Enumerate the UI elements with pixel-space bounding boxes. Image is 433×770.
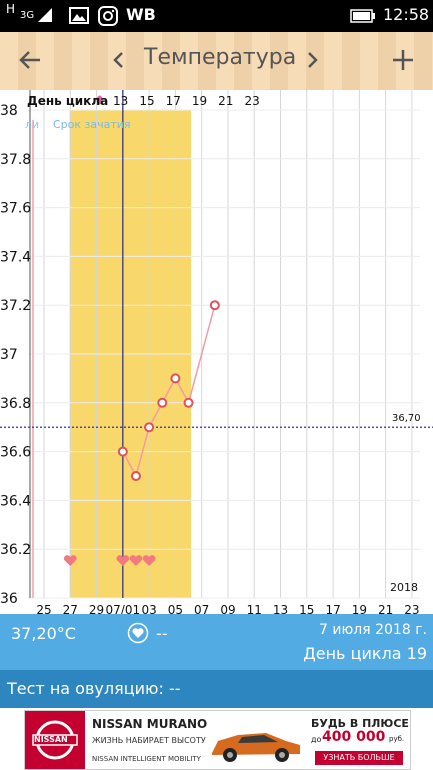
ovulation-test-row[interactable]: Тест на овуляцию: -- (0, 670, 433, 708)
y-tick-label: 36.8 (0, 396, 31, 412)
x-tick-label: 23 (404, 603, 419, 615)
temperature-chart[interactable]: 36 36.2 36.4 36.6 36.8 37 37.2 37.4 37.6 37.8 38 2… (0, 90, 433, 617)
ad-offer-amount: 400 000 (322, 729, 386, 745)
y-tick-label: 37.8 (0, 152, 31, 168)
nissan-logo-block: NISSAN (25, 711, 85, 769)
y-tick-label: 36.6 (0, 445, 31, 461)
coverline-label: 36,70 (392, 413, 421, 424)
nissan-logo-text: NISSAN (34, 735, 68, 744)
x-tick-label: 27 (63, 603, 78, 615)
ad-cta-button[interactable]: УЗНАТЬ БОЛЬШЕ (315, 751, 403, 765)
x-tick-label: 11 (247, 603, 262, 615)
app-notification-label: WB (126, 5, 156, 24)
temperature-point[interactable] (144, 422, 155, 433)
x-tick-label: 19 (352, 603, 367, 615)
ad-offer-unit: руб. (389, 735, 405, 743)
clock: 12:58 (383, 5, 430, 24)
instagram-icon (98, 6, 118, 26)
temperature-point[interactable] (183, 397, 194, 408)
x-tick-label: 17 (325, 603, 340, 615)
signal-icon (38, 8, 52, 22)
temperature-point[interactable] (117, 446, 128, 457)
status-bar: H 3G WB 12:58 (0, 0, 433, 32)
temperature-value: 37,20°C (11, 624, 76, 643)
cycle-day-tick-label: 23 (244, 94, 259, 108)
cycle-day-value: День цикла 19 (303, 644, 427, 663)
heart-icon (63, 555, 77, 566)
x-tick-label: 13 (273, 603, 288, 615)
temperature-point[interactable] (170, 373, 181, 384)
x-tick-label: 03 (141, 603, 156, 615)
y-tick-label: 36 (0, 591, 18, 607)
heart-icon (129, 555, 143, 566)
heart-circle-icon (127, 622, 149, 644)
cycle-day-tick-label: 17 (166, 94, 181, 108)
y-tick-label: 36.4 (0, 493, 31, 509)
temperature-point[interactable] (209, 300, 220, 311)
y-tick-label: 38 (0, 103, 18, 119)
chart-canvas: 36 36.2 36.4 36.6 36.8 37 37.2 37.4 37.6 37.8 38 2… (0, 90, 433, 617)
period-drop-icon (96, 95, 103, 105)
cycle-day-header: День цикла (27, 94, 108, 108)
ovulation-test-label: Тест на овуляцию: -- (7, 679, 181, 698)
ad-model: NISSAN MURANO (92, 717, 208, 731)
x-tick-label: 05 (168, 603, 183, 615)
x-tick-label: 21 (378, 603, 393, 615)
chevron-right-icon[interactable] (307, 51, 319, 69)
cycle-day-tick-label: 13 (113, 94, 128, 108)
heart-icon (142, 555, 156, 566)
x-tick-label: 09 (220, 603, 235, 615)
cycle-day-tick-label: 19 (192, 94, 207, 108)
y-tick-label: 37.4 (0, 249, 31, 265)
network-label: 3G (20, 10, 35, 21)
selected-date: 7 июля 2018 г. (319, 622, 427, 638)
temperature-point[interactable] (130, 471, 141, 481)
heart-value: -- (156, 624, 168, 643)
ad-offer-prefix: до (311, 735, 322, 744)
fertile-prefix-label: ли (25, 118, 39, 131)
nissan-logo-icon (32, 720, 78, 760)
year-label: 2018 (390, 581, 418, 594)
heart-icon (116, 555, 130, 566)
cycle-day-tick-label: 15 (139, 94, 154, 108)
page-title: Температура (144, 45, 297, 70)
day-info-bar[interactable]: 37,20°C -- 7 июля 2018 г. День цикла 19 (0, 614, 433, 670)
ad-banner[interactable]: NISSAN NISSAN MURANO ЖИЗНЬ НАБИРАЕТ ВЫСО… (24, 710, 411, 770)
ad-slogan: ЖИЗНЬ НАБИРАЕТ ВЫСОТУ (92, 736, 206, 745)
temperature-point[interactable] (157, 397, 168, 408)
chevron-left-icon[interactable] (112, 51, 124, 69)
ad-footer: NISSAN INTELLIGENT MOBILITY (92, 755, 201, 763)
x-tick-label: 25 (36, 603, 51, 615)
carrier-label: H (6, 2, 16, 16)
plus-icon[interactable] (392, 49, 414, 71)
x-tick-label: 29 (89, 603, 104, 615)
y-tick-label: 37 (0, 347, 18, 363)
cycle-day-tick-label: 21 (218, 94, 233, 108)
battery-icon (350, 9, 375, 23)
arrow-left-icon[interactable] (18, 49, 42, 71)
x-tick-label: 15 (299, 603, 314, 615)
y-tick-label: 37.6 (0, 201, 31, 217)
car-image (212, 733, 300, 762)
fertile-window-label: Срок зачатия (53, 118, 131, 131)
x-tick-label: 07/01 (106, 603, 141, 615)
y-tick-label: 36.2 (0, 542, 31, 558)
image-icon (69, 7, 89, 24)
y-tick-label: 37.2 (0, 298, 31, 314)
ad-offer-title: БУДЬ В ПЛЮСЕ (311, 717, 409, 730)
toolbar: Температура (0, 32, 433, 90)
x-tick-label: 07 (194, 603, 209, 615)
